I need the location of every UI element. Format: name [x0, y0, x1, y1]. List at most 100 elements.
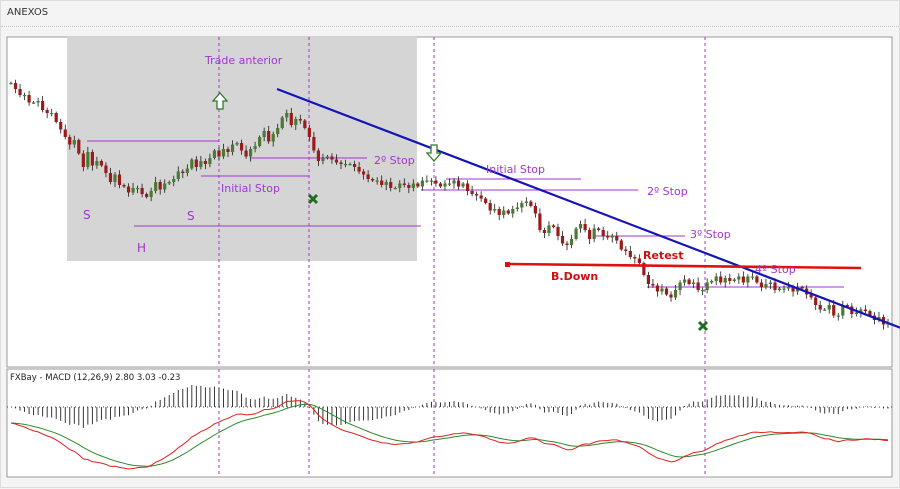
candle-body: [728, 278, 732, 281]
candle-body: [316, 150, 321, 161]
candle-body: [13, 83, 18, 89]
candle-body: [126, 186, 131, 193]
candle-body: [601, 230, 605, 236]
candle-body: [547, 225, 551, 233]
down-arrow-icon: [425, 144, 443, 162]
label-breakdown: B.Down: [551, 270, 598, 283]
candle-body: [497, 209, 501, 215]
candle-body: [149, 191, 153, 197]
candle-body: [167, 182, 171, 184]
candle-body: [800, 287, 804, 289]
candle-body: [479, 195, 483, 199]
candle-body: [814, 297, 818, 305]
candle-body: [271, 134, 275, 142]
candle-body: [746, 276, 750, 283]
candle-body: [737, 276, 741, 280]
candle-body: [352, 164, 357, 167]
candle-body: [154, 182, 158, 191]
candle-body: [113, 174, 117, 182]
candle-body: [59, 122, 63, 130]
label-shoulder-right: S: [187, 209, 195, 223]
candle-body: [239, 143, 244, 151]
candle-body: [488, 203, 492, 211]
candle-body: [520, 203, 524, 208]
candle-body: [574, 228, 578, 239]
candle-body: [199, 161, 203, 167]
candle-body: [511, 209, 515, 214]
candle-body: [633, 257, 637, 259]
candle-body: [506, 210, 510, 214]
candle-body: [99, 161, 104, 166]
candle-body: [212, 150, 217, 158]
candle-body: [32, 102, 36, 104]
vertical-guides: [218, 37, 706, 477]
candle-body: [823, 309, 827, 311]
macd-panel-frame: [6, 368, 893, 478]
candle-body: [203, 161, 207, 164]
candle-body: [755, 276, 759, 283]
candle-body: [863, 309, 867, 311]
candle-body: [538, 213, 542, 230]
candle-body: [786, 287, 791, 289]
candle-body: [86, 152, 90, 167]
candle-body: [836, 315, 840, 317]
candle-body: [782, 288, 786, 290]
candle-body: [692, 282, 696, 284]
candle-body: [502, 210, 506, 215]
candle-body: [687, 279, 691, 284]
candle-body: [289, 113, 293, 125]
candle-body: [777, 288, 782, 290]
window-title: ANEXOS: [7, 7, 49, 18]
candle-body: [533, 206, 537, 214]
candle-body: [348, 164, 352, 166]
candle-body: [461, 183, 465, 187]
candle-body: [267, 131, 271, 142]
candle-body: [470, 191, 474, 194]
level-lines: [87, 140, 844, 288]
candle-body: [705, 282, 709, 290]
candle-body: [68, 137, 72, 145]
exit-x-icon: [307, 193, 319, 205]
candle-body: [429, 180, 434, 182]
candle-body: [859, 309, 863, 313]
label-2nd-stop-second: 2º Stop: [647, 185, 688, 198]
candle-body: [366, 174, 370, 179]
candle-body: [868, 311, 872, 316]
downtrend-line: [276, 87, 900, 329]
candle-body: [230, 144, 235, 152]
candle-body: [158, 182, 162, 190]
candle-body: [9, 83, 13, 85]
candle-body: [759, 282, 764, 287]
price-chart: Trade anterior 2º Stop Initial Stop Init…: [6, 36, 900, 478]
candle-body: [221, 149, 226, 157]
candle-body: [72, 140, 76, 145]
candle-body: [248, 149, 253, 157]
candle-body: [569, 239, 574, 245]
candle-body: [208, 158, 212, 164]
candle-body: [217, 150, 221, 157]
candle-body: [628, 251, 632, 257]
candle-body: [673, 290, 678, 298]
macd-histogram: [15, 385, 889, 428]
candle-body: [484, 198, 488, 203]
candle-body: [827, 305, 831, 310]
candle-body: [190, 159, 194, 169]
candle-body: [714, 276, 718, 281]
candle-body: [362, 171, 366, 175]
candle-body: [551, 225, 556, 227]
candle-body: [832, 305, 836, 316]
candle-body: [701, 290, 705, 292]
candle-body: [542, 230, 547, 233]
candle-body: [465, 183, 470, 191]
label-3rd-stop: 3º Stop: [690, 228, 731, 241]
candle-body: [357, 167, 361, 172]
candle-body: [81, 153, 85, 167]
macd-signal-line: [10, 403, 889, 467]
candle-body: [723, 278, 727, 283]
candle-body: [624, 249, 628, 251]
candle-body: [258, 137, 262, 146]
candle-body: [556, 227, 560, 236]
label-head: H: [137, 241, 146, 255]
candle-body: [597, 228, 601, 230]
candle-body: [298, 119, 302, 121]
